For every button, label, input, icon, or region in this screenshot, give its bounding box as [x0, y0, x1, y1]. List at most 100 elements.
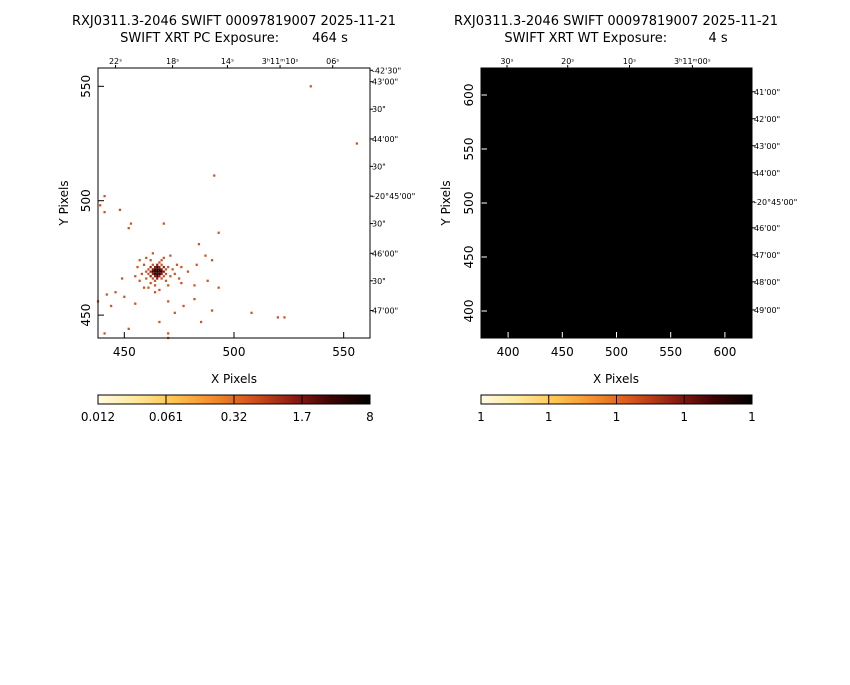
source-event-pixel: [153, 275, 157, 278]
source-event-pixel: [156, 275, 159, 278]
source-event-pixel: [149, 265, 152, 269]
background-event-pixel: [121, 277, 124, 280]
pc-pixel-layer: [96, 85, 358, 340]
source-event-pixel: [151, 277, 154, 280]
source-event-pixel: [153, 279, 157, 282]
background-event-pixel: [134, 302, 137, 305]
background-event-pixel: [114, 291, 117, 294]
pc-subtitle: SWIFT XRT PC Exposure: 464 s: [120, 31, 348, 46]
wt-image-area: [481, 68, 752, 338]
dec-tick-label: 30": [372, 277, 386, 286]
source-event-pixel: [149, 281, 152, 285]
background-event-pixel: [103, 332, 106, 335]
source-event-pixel: [158, 265, 161, 269]
dec-tick-label: 49'00": [754, 306, 780, 315]
x-tick-label: 500: [223, 345, 246, 359]
wt-ticks: 400 450 500 550 600 400 450 500 550 600 30ˢ 20ˢ 10ˢ 3…: [462, 57, 797, 359]
background-event-pixel: [118, 208, 122, 212]
dec-tick-label: 30": [372, 105, 386, 114]
background-event-pixel: [200, 320, 203, 324]
source-event-pixel: [153, 284, 157, 287]
pc-frame: [97, 67, 371, 339]
ra-tick-label: 10ˢ: [623, 57, 636, 66]
y-tick-label: 500: [79, 189, 93, 212]
pc-x-axis-label: X Pixels: [211, 372, 257, 386]
y-tick-label: 600: [462, 84, 476, 107]
y-tick-label: 550: [462, 138, 476, 161]
source-event-pixel: [175, 263, 179, 266]
x-tick-label: 450: [551, 345, 574, 359]
background-event-pixel: [99, 204, 102, 207]
dec-tick-label: 43'00": [754, 142, 780, 151]
background-event-pixel: [129, 222, 133, 225]
source-event-pixel: [156, 263, 159, 266]
source-event-pixel: [140, 272, 143, 276]
source-event-pixel: [167, 284, 170, 287]
source-event-pixel: [160, 272, 163, 276]
background-event-pixel: [197, 243, 201, 246]
source-event-pixel: [153, 291, 157, 294]
source-event-pixel: [180, 281, 183, 285]
background-event-pixel: [250, 311, 253, 314]
source-event-pixel: [160, 277, 163, 280]
source-event-pixel: [134, 275, 137, 278]
colorbar-label: 1.7: [292, 410, 311, 424]
x-tick-label: 450: [113, 345, 136, 359]
source-event-pixel: [178, 277, 181, 280]
background-event-pixel: [103, 194, 106, 198]
colorbar-label: 0.32: [221, 410, 248, 424]
source-event-pixel: [149, 259, 152, 262]
source-event-pixel: [167, 265, 170, 269]
background-event-pixel: [103, 211, 106, 214]
x-tick-label: 400: [497, 345, 520, 359]
background-event-pixel: [167, 300, 170, 303]
background-event-pixel: [173, 311, 176, 314]
ra-tick-label: 18ˢ: [166, 57, 179, 66]
wt-frame: [480, 67, 753, 339]
source-event-pixel: [169, 275, 172, 278]
background-event-pixel: [206, 279, 209, 282]
ra-tick-label: 20ˢ: [561, 57, 574, 66]
source-event-pixel: [138, 279, 141, 282]
source-event-pixel: [147, 286, 150, 289]
source-event-pixel: [156, 268, 159, 271]
pc-image-area: [98, 68, 370, 338]
pc-image-panel: RXJ0311.3-2046 SWIFT 00097819007 2025-11…: [57, 14, 415, 424]
dec-tick-label: 44'00": [372, 135, 398, 144]
source-event-pixel: [164, 272, 168, 276]
background-event-pixel: [217, 231, 220, 234]
source-event-pixel: [145, 256, 148, 260]
source-event-pixel: [149, 275, 152, 278]
source-event-pixel: [171, 268, 174, 271]
source-event-pixel: [160, 268, 163, 271]
dec-tick-label: 43'00": [372, 78, 398, 87]
source-event-pixel: [156, 270, 159, 273]
source-event-pixel: [162, 256, 165, 260]
colorbar-label: 1: [545, 410, 553, 424]
source-event-pixel: [164, 279, 168, 282]
background-event-pixel: [309, 85, 312, 88]
dec-tick-label: -42'30": [372, 66, 401, 75]
colorbar-label: 8: [366, 410, 374, 424]
source-event-pixel: [151, 272, 154, 276]
pc-y-axis-label: Y Pixels: [57, 180, 71, 226]
background-event-pixel: [210, 309, 214, 312]
colorbar-label: 1: [680, 410, 688, 424]
background-event-pixel: [283, 316, 286, 319]
background-event-pixel: [180, 265, 183, 269]
wt-subtitle: SWIFT XRT WT Exposure: 4 s: [504, 31, 728, 46]
background-event-pixel: [204, 254, 207, 257]
source-event-pixel: [160, 259, 163, 262]
background-event-pixel: [182, 304, 185, 308]
y-tick-label: 400: [462, 300, 476, 323]
source-event-pixel: [158, 270, 161, 273]
source-event-pixel: [138, 259, 141, 262]
colorbar-label: 1: [477, 410, 485, 424]
source-event-pixel: [153, 268, 157, 271]
colorbar-label: 1: [613, 410, 621, 424]
wt-title: RXJ0311.3-2046 SWIFT 00097819007 2025-11…: [454, 14, 778, 29]
colorbar-label: 0.061: [149, 410, 183, 424]
source-event-pixel: [156, 272, 159, 276]
source-event-pixel: [158, 275, 161, 278]
background-event-pixel: [127, 327, 130, 330]
